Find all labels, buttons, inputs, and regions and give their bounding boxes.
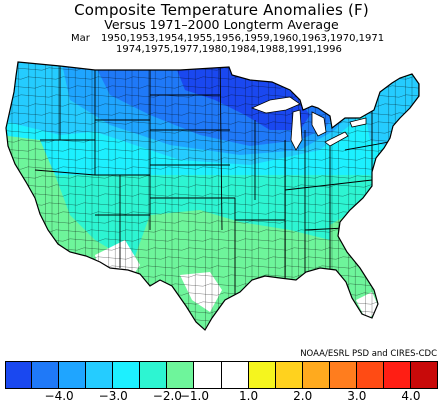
legend-swatch <box>113 361 141 389</box>
legend-swatch <box>302 361 330 389</box>
lake-superior <box>250 96 301 114</box>
legend-swatch <box>140 361 168 389</box>
legend-swatch <box>5 361 33 389</box>
legend-tick-label: −3.0 <box>98 389 128 403</box>
map-subtitle: Versus 1971–2000 Longterm Average <box>104 17 339 32</box>
legend-tick-label: 4.0 <box>401 389 421 403</box>
legend-tick-label: 2.0 <box>293 389 313 403</box>
legend-tick-label: −1.0 <box>179 389 210 403</box>
map-title: Composite Temperature Anomalies (F) <box>74 1 369 19</box>
legend-swatch <box>167 361 195 389</box>
legend-tick-label: −2.0 <box>152 389 182 403</box>
month-label: Mar <box>71 33 90 44</box>
legend-swatch <box>329 361 357 389</box>
years-list-line-2: 1974,1975,1977,1980,1984,1988,1991,1996 <box>116 44 342 55</box>
lake-erie <box>324 131 349 147</box>
legend-swatch <box>86 361 114 389</box>
legend-swatch <box>356 361 384 389</box>
legend-tick-label: −4.0 <box>44 389 74 403</box>
color-legend <box>5 361 438 389</box>
legend-tick-label: 3.0 <box>347 389 367 403</box>
data-credit: NOAA/ESRL PSD and CIRES-CDC <box>300 349 437 359</box>
legend-swatch <box>410 361 438 389</box>
legend-swatch <box>221 361 249 389</box>
lake-ontario <box>349 117 367 128</box>
us-anomaly-map <box>5 61 420 331</box>
state-boundaries <box>34 62 401 330</box>
lake-huron <box>311 111 327 137</box>
years-list-line-1: 1950,1953,1954,1955,1956,1959,1960,1963,… <box>101 33 385 44</box>
great-lakes <box>250 96 367 151</box>
legend-tick-label: 1.0 <box>239 389 259 403</box>
lake-michigan <box>290 109 303 151</box>
legend-swatch <box>248 361 276 389</box>
legend-swatch <box>275 361 303 389</box>
legend-swatch <box>32 361 60 389</box>
legend-swatch <box>59 361 87 389</box>
legend-swatch <box>194 361 222 389</box>
anomaly-region-texas-white <box>180 272 222 312</box>
legend-swatch <box>383 361 411 389</box>
